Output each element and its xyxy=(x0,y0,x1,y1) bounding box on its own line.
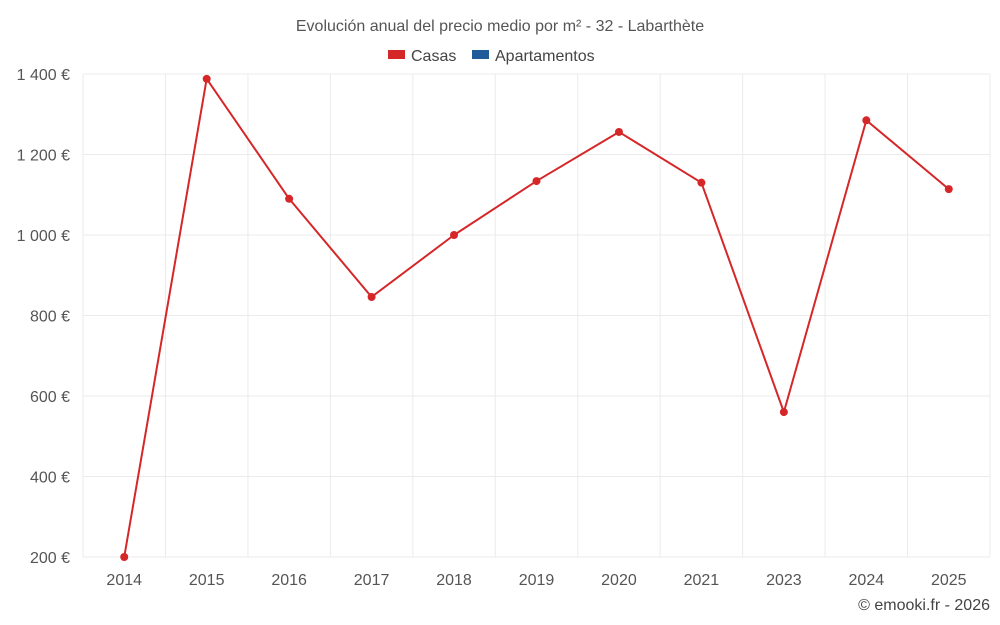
y-tick-label: 200 € xyxy=(30,550,70,567)
data-point-casas-2024[interactable] xyxy=(862,116,871,125)
x-tick-label: 2014 xyxy=(106,572,142,589)
x-tick-label: 2020 xyxy=(601,572,637,589)
x-tick-label: 2025 xyxy=(931,572,967,589)
y-tick-label: 600 € xyxy=(30,389,70,406)
data-point-casas-2015[interactable] xyxy=(202,74,211,83)
data-point-casas-2016[interactable] xyxy=(285,194,294,203)
x-tick-label: 2024 xyxy=(849,572,885,589)
y-tick-label: 1 000 € xyxy=(17,228,70,245)
y-tick-label: 800 € xyxy=(30,309,70,326)
axes: 200 € 400 € 600 € 800 € 1 000 € 1 200 € 1 400 … xyxy=(17,67,967,589)
data-point-casas-2019[interactable] xyxy=(532,177,541,186)
y-tick-label: 1 400 € xyxy=(17,67,70,84)
data-point-casas-2020[interactable] xyxy=(614,127,623,136)
data-point-casas-2025[interactable] xyxy=(944,185,953,194)
x-tick-label: 2016 xyxy=(271,572,307,589)
credit: © emooki.fr - 2026 xyxy=(858,597,990,614)
chart-title: Evolución anual del precio medio por m² … xyxy=(296,18,704,35)
legend-swatch-casas[interactable] xyxy=(388,50,405,59)
y-tick-label: 400 € xyxy=(30,470,70,487)
x-tick-label: 2015 xyxy=(189,572,225,589)
legend: Casas Apartamentos xyxy=(388,48,595,65)
data-point-casas-2018[interactable] xyxy=(450,231,459,239)
data-point-casas-2023[interactable] xyxy=(779,408,788,417)
data-point-casas-2021[interactable] xyxy=(697,178,706,187)
legend-label-casas[interactable]: Casas xyxy=(411,48,456,65)
legend-label-apartamentos[interactable]: Apartamentos xyxy=(495,48,595,65)
grid xyxy=(82,73,991,558)
x-tick-label: 2021 xyxy=(684,572,720,589)
y-tick-label: 1 200 € xyxy=(17,148,70,165)
data-point-casas-2014[interactable] xyxy=(120,553,129,561)
x-tick-label: 2019 xyxy=(519,572,555,589)
legend-swatch-apartamentos[interactable] xyxy=(472,50,489,59)
x-tick-label: 2018 xyxy=(436,572,472,589)
series-casas xyxy=(120,74,953,561)
x-tick-label: 2017 xyxy=(354,572,390,589)
data-point-casas-2017[interactable] xyxy=(367,292,376,301)
x-tick-label: 2023 xyxy=(766,572,802,589)
